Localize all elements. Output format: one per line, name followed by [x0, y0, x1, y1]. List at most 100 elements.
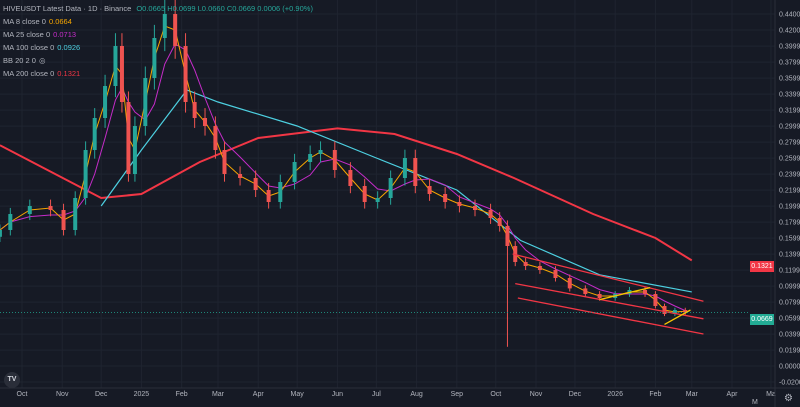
ma-line	[100, 89, 692, 293]
y-tick-label: 0.1199	[779, 268, 800, 275]
y-tick-label: 0.4400	[779, 12, 800, 19]
candle-body	[183, 46, 188, 102]
legend: HIVEUSDT Latest Data · 1D · Binance O0.0…	[3, 2, 313, 80]
ma200-price-badge: 0.1321	[750, 261, 774, 272]
candle-body	[113, 46, 118, 86]
candle-body	[683, 310, 688, 313]
y-tick-label: 0.1599	[779, 236, 800, 243]
symbol-header: HIVEUSDT Latest Data · 1D · Binance O0.0…	[3, 2, 313, 15]
candle-body	[583, 288, 588, 294]
indicator-ma25[interactable]: MA 25 close 0 0.0713	[3, 28, 313, 41]
y-tick-label: 0.3799	[779, 60, 800, 67]
candle-body	[266, 190, 271, 202]
candle-body	[27, 206, 32, 214]
indicator-ma200[interactable]: MA 200 close 0 0.1321	[3, 67, 313, 80]
trendline	[515, 282, 704, 320]
candle-body	[73, 198, 78, 230]
indicator-label: MA 25 close 0	[3, 30, 51, 39]
candle-body	[0, 230, 2, 237]
candle-body	[318, 150, 323, 154]
candle-body	[278, 182, 283, 202]
y-tick-label: 0.0199	[779, 348, 800, 355]
y-tick-label: 0.3199	[779, 108, 800, 115]
y-tick-label: 0.0999	[779, 284, 800, 291]
candle-body	[253, 178, 258, 190]
x-tick-label: Apr	[727, 391, 739, 398]
scale-mode-button[interactable]: M	[752, 399, 758, 406]
candle-body	[292, 162, 297, 182]
tradingview-logo[interactable]: TV	[4, 372, 20, 388]
candle-body	[443, 194, 448, 202]
y-tick-label: 0.0599	[779, 316, 800, 323]
x-tick-label: Dec	[569, 391, 582, 398]
candle-body	[505, 226, 510, 246]
candle-body	[162, 14, 167, 38]
candle-body	[119, 46, 124, 102]
x-tick-label: 2026	[607, 391, 623, 398]
gear-icon[interactable]: ⚙	[784, 393, 793, 404]
candle-body	[672, 310, 677, 314]
trendline	[599, 286, 651, 301]
y-tick-label: 0.1399	[779, 252, 800, 259]
candle-body	[553, 270, 558, 278]
last-price-badge: 0.0669	[750, 314, 774, 325]
candle-body	[488, 210, 493, 218]
candle-body	[203, 118, 208, 126]
candle-body	[473, 206, 478, 210]
x-tick-label: Nov	[56, 391, 69, 398]
y-tick-label: 0.4200	[779, 28, 800, 35]
x-tick-label: Feb	[176, 391, 188, 398]
candle-body	[653, 294, 658, 306]
x-tick-label: Sep	[451, 391, 464, 398]
x-tick-label: Apr	[253, 391, 265, 398]
candle-body	[308, 154, 313, 162]
indicator-ma100[interactable]: MA 100 close 0 0.0926	[3, 41, 313, 54]
trendline	[664, 309, 691, 325]
x-tick-label: Feb	[649, 391, 661, 398]
candle-body	[103, 86, 108, 118]
candle-body	[523, 262, 528, 266]
candle-body	[662, 306, 667, 314]
indicator-label: MA 200 close 0	[3, 69, 55, 78]
y-tick-label: 0.3399	[779, 92, 800, 99]
x-tick-label: 2025	[134, 391, 150, 398]
y-tick-label: 0.0399	[779, 332, 800, 339]
indicator-bb[interactable]: BB 20 2 0 ◎	[3, 54, 313, 67]
indicator-value: 0.0713	[53, 30, 77, 39]
y-tick-label: 0.3999	[779, 44, 800, 51]
candle-body	[332, 150, 337, 170]
candle-body	[362, 186, 367, 202]
candle-body	[213, 126, 218, 150]
candle-body	[597, 294, 602, 298]
y-tick-label: 0.1999	[779, 204, 800, 211]
candle-body	[92, 118, 97, 150]
y-tick-label: 0.0799	[779, 300, 800, 307]
candle-body	[83, 150, 88, 198]
indicator-label: MA 100 close 0	[3, 43, 55, 52]
candle-body	[192, 102, 197, 118]
y-tick-label: 0.2799	[779, 140, 800, 147]
candle-body	[152, 38, 157, 78]
x-tick-label: Nov	[530, 391, 543, 398]
trendline	[512, 253, 704, 302]
indicator-value: 0.1321	[57, 69, 81, 78]
candle-body	[126, 102, 131, 174]
candle-body	[61, 210, 66, 230]
indicator-label: BB 20 2 0	[3, 56, 36, 65]
ohlc-values: O0.0665 H0.0699 L0.0660 C0.0669 0.0006 (…	[136, 4, 313, 13]
candle-body	[143, 78, 148, 126]
y-tick-label: 0.2999	[779, 124, 800, 131]
candle-body	[402, 158, 407, 178]
candle-body	[457, 202, 462, 206]
candle-body	[222, 150, 227, 174]
indicator-value: 0.0664	[48, 17, 72, 26]
indicator-ma8[interactable]: MA 8 close 0 0.0664	[3, 15, 313, 28]
x-tick-label: Ma	[766, 391, 776, 398]
y-tick-label: -0.0200	[779, 380, 800, 387]
trendline	[517, 297, 704, 335]
x-tick-label: Oct	[17, 391, 28, 398]
symbol-title: HIVEUSDT Latest Data · 1D · Binance	[3, 4, 132, 13]
eye-hidden-icon[interactable]: ◎	[38, 56, 46, 65]
y-tick-label: 0.1799	[779, 220, 800, 227]
